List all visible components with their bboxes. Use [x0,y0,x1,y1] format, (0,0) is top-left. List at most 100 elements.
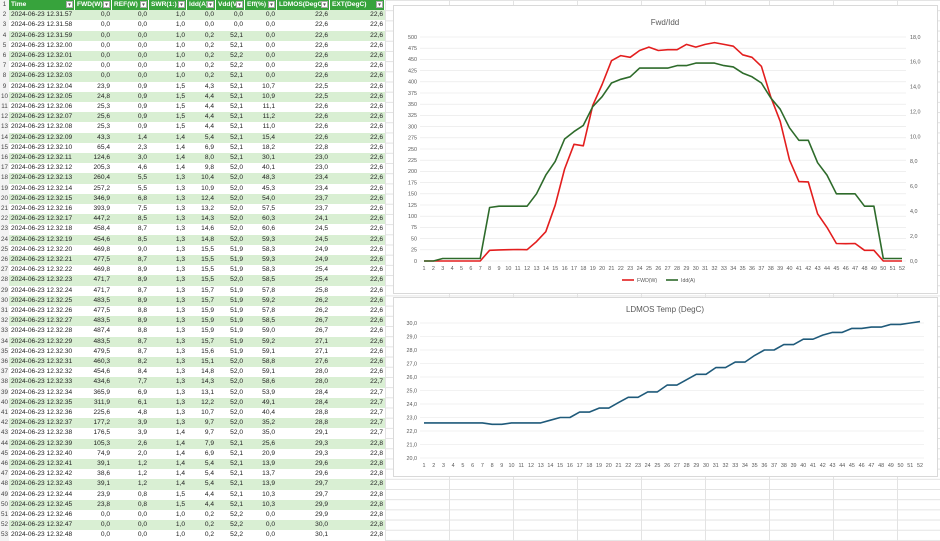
table-cell[interactable]: 0,0 [204,11,214,19]
table-cell[interactable]: 22,6 [315,31,328,39]
table-cell[interactable]: 58,5 [262,276,275,284]
table-cell[interactable]: 22,6 [370,317,383,325]
row-number[interactable]: 21 [0,205,8,212]
table-cell[interactable]: 51,9 [230,317,243,325]
table-cell[interactable]: 59,1 [262,368,275,376]
table-cell[interactable]: 51,9 [230,245,243,253]
table-cell[interactable]: 2024-06-23 12.32.28 [11,327,73,335]
table-cell[interactable]: 2024-06-23 12.32.37 [11,419,73,427]
table-cell[interactable]: 1,3 [175,235,185,243]
table-cell[interactable]: 22,6 [370,266,383,274]
table-cell[interactable]: 2024-06-23 12.32.41 [11,460,73,467]
table-cell[interactable]: 15,5 [201,245,214,253]
table-cell[interactable]: 13,9 [262,460,275,467]
table-cell[interactable]: 10,3 [262,500,275,508]
table-cell[interactable]: 22,8 [370,480,383,488]
table-cell[interactable]: 22,6 [370,235,383,243]
table-cell[interactable]: 487,4 [93,327,110,335]
table-cell[interactable]: 1,3 [175,184,185,192]
table-cell[interactable]: 4,4 [204,123,214,131]
table-cell[interactable]: 0,0 [100,41,110,49]
table-cell[interactable]: 7,7 [137,378,147,386]
table-cell[interactable]: 59,2 [262,296,275,304]
table-cell[interactable]: 2024-06-23 12.31.59 [11,31,73,39]
table-cell[interactable]: 52,1 [230,490,243,498]
table-cell[interactable]: 8,7 [137,347,147,355]
table-cell[interactable]: 0,0 [100,11,110,19]
table-cell[interactable]: 22,7 [370,409,383,416]
table-cell[interactable]: 52,1 [230,123,243,131]
table-cell[interactable]: 1,3 [175,307,185,314]
row-number[interactable]: 39 [0,388,8,396]
table-cell[interactable]: 2024-06-23 12.32.40 [11,449,73,457]
table-cell[interactable]: 469,8 [93,266,110,274]
column-header[interactable]: Eff(%) ▾ [245,0,277,11]
table-cell[interactable]: 4,6 [137,164,147,172]
filter-dropdown-icon[interactable]: ▾ [268,1,275,8]
table-cell[interactable]: 22,6 [370,184,383,192]
filter-dropdown-icon[interactable]: ▾ [376,1,383,8]
row-number[interactable]: 36 [0,358,8,365]
table-cell[interactable]: 48,3 [262,174,275,182]
table-cell[interactable]: 26,2 [315,296,328,304]
table-cell[interactable]: 5,4 [204,480,214,488]
table-cell[interactable]: 30,0 [315,521,328,529]
table-cell[interactable]: 225,6 [93,409,110,416]
table-cell[interactable]: 1,3 [175,225,185,233]
table-cell[interactable]: 58,3 [262,266,275,274]
table-cell[interactable]: 7,5 [137,205,147,212]
table-cell[interactable]: 23,9 [97,82,110,90]
table-cell[interactable]: 2,3 [137,143,147,151]
table-cell[interactable]: 1,3 [175,327,185,335]
table-cell[interactable]: 479,5 [93,347,110,355]
table-cell[interactable]: 2024-06-23 12.32.20 [11,245,73,253]
table-cell[interactable]: 9,8 [204,164,214,172]
table-cell[interactable]: 25,4 [315,276,328,284]
table-cell[interactable]: 1,0 [175,21,185,29]
table-cell[interactable]: 1,0 [175,72,185,80]
table-cell[interactable]: 59,2 [262,337,275,345]
table-cell[interactable]: 74,9 [97,449,110,457]
row-number[interactable]: 47 [0,470,8,478]
row-number[interactable]: 31 [0,307,8,314]
table-cell[interactable]: 23,9 [97,490,110,498]
table-cell[interactable]: 52,1 [230,113,243,121]
table-cell[interactable]: 22,8 [370,511,383,518]
column-header[interactable]: FWD(W) ▾ [75,0,112,11]
table-cell[interactable]: 52,0 [230,358,243,365]
table-cell[interactable]: 0,2 [204,511,214,518]
table-cell[interactable]: 1,4 [175,480,185,488]
table-cell[interactable]: 2,6 [137,439,147,447]
table-cell[interactable]: 2024-06-23 12.32.25 [11,296,73,304]
table-cell[interactable]: 4,4 [204,113,214,121]
row-number[interactable]: 41 [0,409,8,416]
table-cell[interactable]: 1,0 [175,511,185,518]
table-cell[interactable]: 29,6 [315,460,328,467]
table-cell[interactable]: 1,4 [175,164,185,172]
table-cell[interactable]: 176,5 [93,429,110,437]
table-cell[interactable]: 15,5 [201,266,214,274]
table-cell[interactable]: 1,4 [175,470,185,478]
table-cell[interactable]: 15,9 [201,327,214,335]
table-cell[interactable]: 52,0 [230,419,243,427]
fwd-idd-chart[interactable]: Fwd/Idd 0 25 50 75 100 125 150 175 200 225 250 275 30… [393,5,938,294]
table-cell[interactable]: 0,0 [137,511,147,518]
table-cell[interactable]: 22,6 [315,52,328,59]
table-cell[interactable]: 35,2 [262,419,275,427]
table-cell[interactable]: 52,2 [230,511,243,518]
table-cell[interactable]: 8,5 [137,235,147,243]
table-cell[interactable]: 49,1 [262,398,275,406]
table-cell[interactable]: 43,3 [97,133,110,141]
table-cell[interactable]: 483,5 [93,296,110,304]
table-cell[interactable]: 0,0 [137,11,147,19]
table-cell[interactable]: 4,8 [137,409,147,416]
table-cell[interactable]: 57,8 [262,286,275,294]
table-cell[interactable]: 22,8 [370,460,383,467]
table-cell[interactable]: 177,2 [93,419,110,427]
table-cell[interactable]: 22,6 [370,286,383,294]
table-cell[interactable]: 0,0 [137,72,147,80]
table-cell[interactable]: 52,0 [230,194,243,202]
table-cell[interactable]: 24,8 [97,92,110,100]
table-cell[interactable]: 2024-06-23 12.32.47 [11,521,73,529]
table-cell[interactable]: 22,6 [370,41,383,49]
